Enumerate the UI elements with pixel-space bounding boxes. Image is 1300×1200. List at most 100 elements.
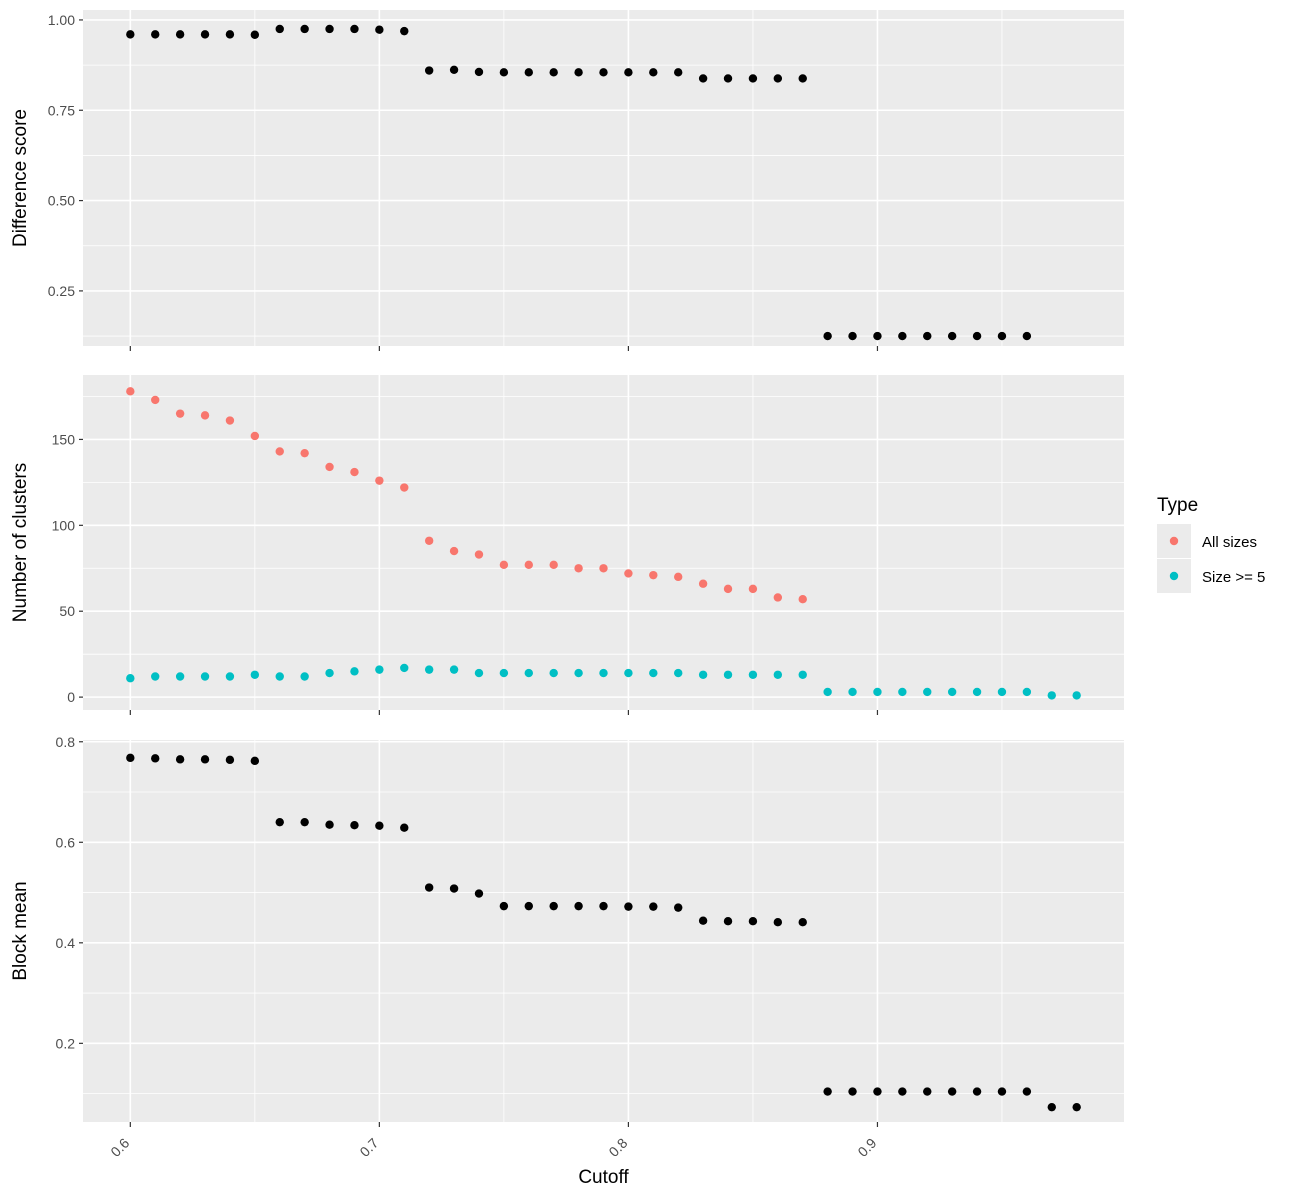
block-mean-series-point [499,901,509,911]
difference-score-series-point [873,331,882,341]
block-mean-x-tick-label: 0.7 [356,1135,381,1160]
number-of-clusters-size-5-point [947,687,957,697]
difference-score-series-point [923,331,932,341]
number-of-clusters-y-tick-label: 100 [52,517,76,533]
block-mean-y-tick-label: 0.8 [56,734,76,750]
difference-score-series-point [649,68,658,77]
legend-entry-label: All sizes [1202,534,1257,551]
difference-score-series-point [499,68,509,77]
block-mean-series-point [1072,1102,1081,1112]
number-of-clusters-y-tick-label: 50 [59,603,75,619]
legend-key-marker [1169,571,1179,581]
difference-score-series-point [350,24,359,34]
difference-score-y-axis-title: Difference score [10,109,31,247]
block-mean-series-point [898,1087,907,1096]
block-mean-series-point [873,1087,882,1096]
number-of-clusters-all-sizes-point [599,564,608,573]
number-of-clusters-all-sizes-point [250,431,260,441]
block-mean-series-point [848,1087,857,1096]
difference-score-series-point [126,30,135,39]
number-of-clusters-all-sizes-point [624,569,633,578]
number-of-clusters-all-sizes-point [325,462,334,472]
difference-score-y-tick-label: 1.00 [48,12,75,28]
number-of-clusters-size-5-point [325,668,334,678]
block-mean-series-point [151,754,160,763]
block-mean-y-axis-title: Block mean [10,881,31,980]
difference-score-series-point [599,68,608,77]
difference-score-series-point [674,68,683,77]
difference-score-series-point [424,66,434,75]
number-of-clusters-all-sizes-point [126,387,135,396]
number-of-clusters-size-5-point [574,668,583,678]
number-of-clusters-all-sizes-point [524,560,533,570]
difference-score-series-point [474,67,484,77]
number-of-clusters-all-sizes-point [300,448,309,458]
legend: Type All sizes Size >= 5 [1157,495,1265,593]
number-of-clusters-size-5-point [848,687,857,697]
difference-score-series-point [375,25,384,34]
block-mean-series-point [1047,1102,1056,1112]
block-mean-series-point [225,755,235,765]
number-of-clusters-all-sizes-point [225,416,235,425]
legend-key-marker [1169,536,1179,546]
number-of-clusters-size-5-point [200,672,210,681]
number-of-clusters-all-sizes-point [773,593,783,602]
block-mean-series-point [549,901,558,911]
number-of-clusters-size-5-point [723,670,733,679]
number-of-clusters-all-sizes-point [499,560,509,570]
number-of-clusters-size-5-point [175,672,185,681]
block-mean-x-tick-label: 0.6 [107,1135,132,1160]
legend-entry-label: Size >= 5 [1202,569,1265,586]
block-mean-series-point [972,1087,982,1096]
difference-score-panel-background [83,10,1124,346]
number-of-clusters-size-5-point [151,672,160,681]
number-of-clusters-size-5-point [972,687,982,697]
difference-score-series-point [300,24,309,34]
difference-score-series-point [524,68,533,77]
number-of-clusters-size-5-point [474,668,484,678]
number-of-clusters-panel: 0 50 100 150 Number of clusters Type All sizes… [10,375,1265,715]
number-of-clusters-all-sizes-point [549,560,558,570]
number-of-clusters-all-sizes-point [474,550,484,559]
difference-score-series-point [574,68,583,77]
block-mean-series-point [424,883,434,892]
number-of-clusters-size-5-point [300,672,309,681]
number-of-clusters-size-5-point [275,672,284,681]
number-of-clusters-size-5-point [698,670,708,679]
block-mean-series-point [599,901,608,911]
number-of-clusters-size-5-point [1072,691,1081,700]
difference-score-series-point [624,68,633,77]
block-mean-series-point [350,820,359,830]
difference-score-series-point [549,68,558,77]
difference-score-series-point [997,331,1007,341]
difference-score-series-point [773,74,783,83]
difference-score-series-point [972,331,982,341]
number-of-clusters-all-sizes-point [698,579,708,588]
difference-score-series-point [200,30,210,39]
block-mean-series-point [375,821,384,830]
number-of-clusters-size-5-point [823,687,832,697]
difference-score-series-point [798,74,807,83]
block-mean-series-point [574,901,583,911]
number-of-clusters-size-5-point [499,668,509,678]
block-mean-y-tick-label: 0.4 [56,935,76,951]
number-of-clusters-size-5-point [250,670,260,679]
difference-score-y-tick-label: 0.25 [48,283,75,299]
number-of-clusters-size-5-point [773,670,783,679]
block-mean-series-point [923,1087,932,1096]
block-mean-series-point [175,755,185,764]
difference-score-series-point [225,30,235,39]
difference-score-series-point [848,331,857,341]
block-mean-series-point [798,918,807,927]
difference-score-series-point [275,24,284,34]
block-mean-series-point [126,753,135,763]
difference-score-series-point [898,331,907,341]
number-of-clusters-all-sizes-point [574,564,583,573]
block-mean-series-point [300,817,309,827]
number-of-clusters-all-sizes-point [350,467,359,477]
block-mean-series-point [524,901,533,911]
block-mean-series-point [250,756,260,766]
number-of-clusters-y-tick-label: 150 [52,431,76,447]
difference-score-series-point [698,74,708,83]
